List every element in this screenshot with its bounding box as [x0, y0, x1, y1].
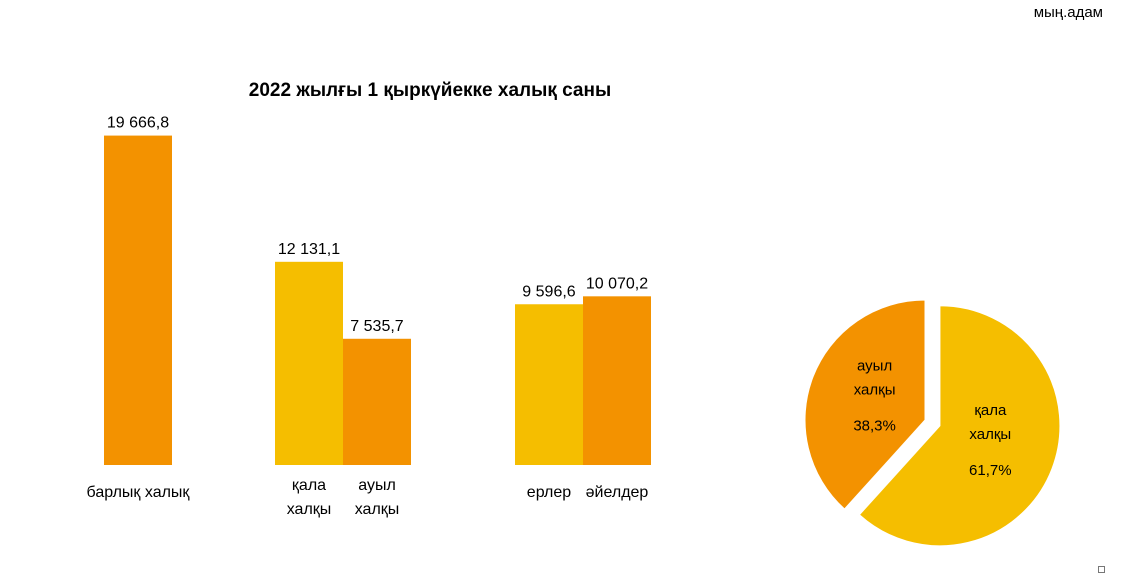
category-label: барлық халық — [87, 484, 191, 501]
pie-slice-label: қала — [974, 402, 1007, 419]
category-label: халқы — [287, 501, 332, 518]
bar — [343, 338, 411, 465]
bar — [275, 261, 343, 465]
chart-title: 2022 жылғы 1 қыркүйекке халық саны — [248, 80, 612, 101]
bar — [515, 304, 583, 465]
bar — [104, 135, 172, 465]
bar — [583, 296, 651, 465]
pie-slice-label: халқы — [854, 382, 896, 399]
pie-value-label: 61,7% — [969, 462, 1012, 479]
pie-slice — [804, 299, 926, 510]
category-label: әйелдер — [586, 484, 649, 501]
category-label: ауыл — [358, 477, 396, 494]
corner-marker — [1098, 566, 1105, 573]
category-label: қала — [292, 477, 326, 494]
category-label: ерлер — [527, 484, 571, 501]
category-label: халқы — [355, 501, 400, 518]
pie-slice-label: халқы — [969, 426, 1011, 443]
bar-value-label: 19 666,8 — [107, 115, 169, 132]
bar-chart: 19 666,8 барлық халық 12 131,1 қала халқы 7 5… — [87, 115, 651, 518]
pie-slice-label: ауыл — [857, 358, 892, 375]
pie-chart: ауыл халқы 38,3% қала халқы 61,7% — [804, 299, 1061, 547]
unit-label: мың.адам — [1033, 4, 1103, 21]
bar-value-label: 10 070,2 — [586, 275, 648, 292]
bar-value-label: 9 596,6 — [522, 283, 575, 300]
pie-value-label: 38,3% — [853, 418, 896, 435]
pie-slice — [858, 305, 1061, 547]
bar-value-label: 7 535,7 — [350, 318, 403, 335]
bar-value-label: 12 131,1 — [278, 241, 340, 258]
